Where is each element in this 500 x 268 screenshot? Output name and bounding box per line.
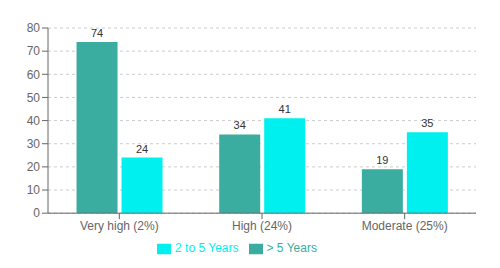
svg-text:70: 70 — [27, 44, 41, 58]
svg-text:74: 74 — [91, 27, 103, 39]
html-text:> 5 Years: > 5 Years — [266, 241, 317, 256]
svg-text:20: 20 — [27, 160, 41, 174]
svg-text:24: 24 — [136, 143, 148, 155]
svg-text:0: 0 — [33, 206, 40, 220]
svg-text:Moderate (25%): Moderate (25%) — [362, 219, 448, 233]
svg-text:34: 34 — [234, 119, 246, 131]
svg-text:10: 10 — [27, 183, 41, 197]
svg-text:41: 41 — [279, 103, 291, 115]
svg-text:30: 30 — [27, 137, 41, 151]
svg-text:50: 50 — [27, 91, 41, 105]
svg-text:High (24%): High (24%) — [232, 219, 292, 233]
svg-text:80: 80 — [27, 21, 41, 35]
html-text:2 to 5 Years: 2 to 5 Years — [175, 241, 239, 256]
svg-text:40: 40 — [27, 114, 41, 128]
svg-text:Very high (2%): Very high (2%) — [80, 219, 159, 233]
svg-text:35: 35 — [421, 117, 433, 129]
svg-text:60: 60 — [27, 68, 41, 82]
svg-text:19: 19 — [376, 154, 388, 166]
